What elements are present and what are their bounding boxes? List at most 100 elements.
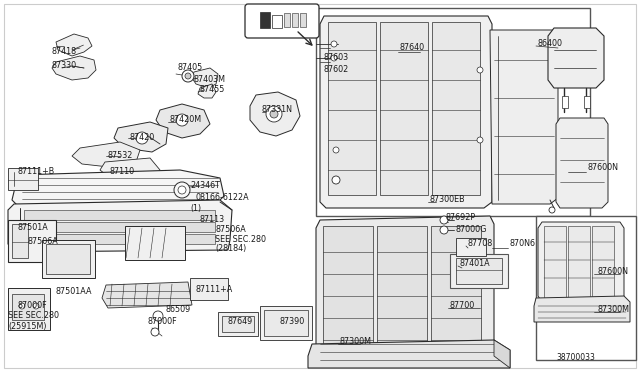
Polygon shape (308, 340, 510, 368)
Bar (264, 310, 308, 336)
Circle shape (153, 311, 163, 321)
Circle shape (136, 132, 148, 144)
Polygon shape (592, 226, 614, 298)
Text: 87300M: 87300M (597, 305, 629, 314)
Bar (584, 96, 590, 108)
Text: 87501AA: 87501AA (55, 288, 92, 296)
Bar (260, 306, 312, 340)
Bar (300, 13, 306, 27)
Text: 38700033: 38700033 (556, 353, 595, 362)
Bar (24, 210, 215, 220)
Circle shape (185, 73, 191, 79)
Bar (24, 234, 215, 244)
Polygon shape (8, 200, 232, 252)
Circle shape (19, 303, 25, 309)
Polygon shape (156, 104, 210, 138)
Circle shape (332, 176, 340, 184)
Polygon shape (548, 28, 604, 88)
Circle shape (331, 55, 337, 61)
Text: 87501A: 87501A (18, 224, 49, 232)
Bar (292, 13, 298, 27)
Circle shape (266, 106, 282, 122)
Text: 87000G: 87000G (455, 225, 486, 234)
Text: 87692P: 87692P (446, 214, 476, 222)
Polygon shape (534, 296, 630, 322)
Circle shape (176, 114, 188, 126)
Text: 87300EB: 87300EB (430, 195, 466, 203)
Polygon shape (250, 92, 300, 136)
Circle shape (331, 41, 337, 47)
Text: 87700: 87700 (450, 301, 476, 310)
Circle shape (333, 147, 339, 153)
Polygon shape (568, 226, 590, 298)
Bar (260, 12, 270, 28)
Polygon shape (56, 34, 92, 56)
Polygon shape (52, 56, 96, 80)
Polygon shape (316, 216, 494, 358)
Circle shape (174, 182, 190, 198)
Circle shape (182, 70, 194, 82)
Text: 87331N: 87331N (262, 105, 293, 113)
Bar (272, 15, 282, 28)
Text: 87603: 87603 (323, 52, 348, 61)
Text: 87532: 87532 (108, 151, 133, 160)
Polygon shape (377, 226, 427, 350)
Polygon shape (538, 222, 624, 302)
Bar (222, 316, 254, 332)
Text: 87600N: 87600N (588, 164, 619, 173)
Text: (25915M): (25915M) (8, 323, 47, 331)
Text: 24346T: 24346T (190, 180, 220, 189)
Text: 87640: 87640 (400, 44, 425, 52)
Bar (536, 216, 636, 360)
Bar (284, 13, 290, 27)
Text: 87000F: 87000F (148, 317, 178, 326)
Text: 87708: 87708 (468, 240, 493, 248)
Text: (28184): (28184) (215, 244, 246, 253)
Text: 86509: 86509 (165, 305, 190, 314)
FancyBboxPatch shape (245, 4, 319, 38)
Text: 87455: 87455 (200, 86, 225, 94)
Circle shape (477, 67, 483, 73)
Text: 87300M: 87300M (340, 337, 372, 346)
Text: 87405: 87405 (178, 64, 204, 73)
Text: 87600N: 87600N (597, 266, 628, 276)
Bar (8, 168, 38, 190)
Circle shape (477, 137, 483, 143)
Bar (218, 312, 258, 336)
Text: 87403M: 87403M (194, 74, 226, 83)
Text: 87401A: 87401A (460, 260, 491, 269)
Text: 87390: 87390 (280, 317, 305, 326)
Polygon shape (320, 16, 492, 208)
Text: (1): (1) (190, 203, 201, 212)
Text: 87418: 87418 (52, 48, 77, 57)
Text: 86400: 86400 (538, 38, 563, 48)
Polygon shape (192, 68, 218, 88)
Bar (125, 226, 185, 260)
Text: 87602: 87602 (323, 65, 348, 74)
Bar (450, 254, 508, 288)
Text: 87111+A: 87111+A (195, 285, 232, 294)
Bar (190, 278, 228, 300)
Circle shape (178, 186, 186, 194)
Bar (456, 258, 502, 284)
Text: 87111+B: 87111+B (18, 167, 55, 176)
Text: 87000F: 87000F (18, 301, 47, 310)
Circle shape (33, 303, 39, 309)
Text: 87649: 87649 (228, 317, 253, 326)
Polygon shape (432, 22, 480, 195)
Bar (12, 294, 44, 320)
Bar (8, 220, 56, 262)
Bar (456, 238, 486, 256)
Polygon shape (72, 142, 140, 168)
Text: 87420M: 87420M (170, 115, 202, 125)
Circle shape (151, 328, 159, 336)
Text: 87506A: 87506A (28, 237, 59, 247)
Bar (24, 222, 215, 232)
Circle shape (440, 226, 448, 234)
Circle shape (440, 216, 448, 224)
Text: SEE SEC.280: SEE SEC.280 (8, 311, 59, 321)
Circle shape (549, 207, 555, 213)
Text: 08166-6122A: 08166-6122A (195, 192, 248, 202)
Polygon shape (328, 22, 376, 195)
Text: 87110: 87110 (110, 167, 135, 176)
